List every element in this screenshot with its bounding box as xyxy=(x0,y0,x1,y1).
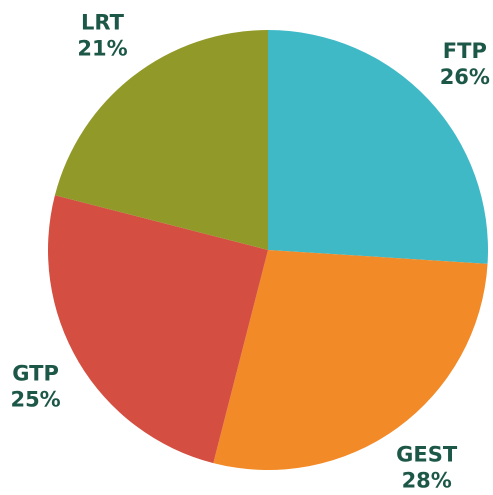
slice-label: FTP xyxy=(443,39,487,63)
pie-slice xyxy=(268,30,488,264)
pie-slice xyxy=(213,250,488,470)
slice-value-label: 28% xyxy=(402,468,452,492)
slice-label: GTP xyxy=(12,361,59,385)
slice-value-label: 26% xyxy=(440,65,490,89)
pie-slice xyxy=(48,195,268,464)
slice-value-label: 25% xyxy=(10,387,60,411)
pie-slice xyxy=(54,30,268,250)
slice-label: LRT xyxy=(81,11,125,35)
slice-label: GEST xyxy=(396,442,458,466)
slice-value-label: 21% xyxy=(77,37,127,61)
